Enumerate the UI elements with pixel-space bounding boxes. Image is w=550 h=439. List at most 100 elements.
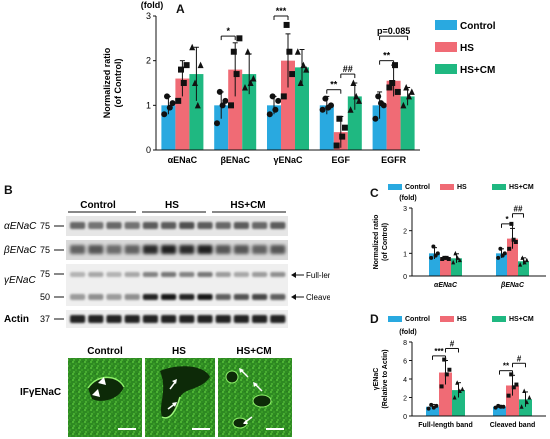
significance-label: * [505, 215, 509, 224]
data-point [192, 79, 198, 86]
data-point [283, 21, 290, 28]
data-point [386, 84, 393, 91]
legend-label: HS+CM [509, 184, 534, 191]
significance-label: ** [330, 80, 338, 90]
x-tick-label: αENaC [168, 155, 198, 165]
blot-group-control: Control [80, 200, 116, 211]
blot-band [142, 222, 158, 229]
bar [295, 67, 309, 150]
y-tick-label: 4 [403, 377, 407, 384]
mw-75-a: 75 [40, 221, 50, 231]
data-point [502, 251, 507, 256]
blot-band [179, 222, 195, 229]
y-tick-label: 6 [403, 359, 407, 366]
data-point [216, 88, 223, 95]
data-point [447, 367, 452, 372]
bar [281, 60, 295, 150]
bar [386, 80, 401, 150]
data-point [350, 79, 357, 86]
data-point [442, 255, 447, 260]
data-point [496, 255, 501, 260]
mw-75-g: 75 [40, 269, 50, 279]
x-tick-label: EGF [332, 155, 351, 165]
data-point [408, 88, 415, 95]
significance-label: ## [343, 64, 353, 74]
blot-label-genac: γENaC [4, 275, 36, 286]
data-point [435, 251, 440, 256]
bar [242, 74, 257, 150]
bands-genac-cleaved [70, 294, 286, 300]
data-point [339, 133, 346, 140]
data-point [272, 106, 279, 113]
y-axis-label: (of Control) [113, 59, 123, 108]
y-tick-label: 0 [146, 145, 151, 155]
blot-band [179, 294, 195, 300]
data-point [356, 97, 362, 104]
data-point [444, 372, 449, 377]
y-tick-label: 1 [403, 251, 407, 258]
blot-label-actin: Actin [4, 314, 29, 325]
x-tick-label: Full-length band [418, 422, 472, 429]
data-point [426, 406, 431, 411]
blot-band [270, 222, 286, 229]
data-point [286, 48, 293, 55]
bar [440, 258, 451, 276]
blot-band [179, 272, 195, 277]
data-point [244, 48, 251, 55]
blot-band [88, 294, 104, 300]
data-point [175, 97, 182, 104]
blot-strip-aenac [66, 216, 288, 236]
x-tick-label: βENaC [220, 155, 250, 165]
data-point [498, 246, 503, 251]
data-point [514, 382, 519, 387]
data-point [319, 106, 326, 113]
chart-d-figure: *** # ** # γENaC (Relative to Actin) (fold) 0 2 4… [373, 316, 546, 429]
legend-label: HS+CM [509, 316, 534, 323]
data-point [455, 380, 460, 385]
data-point [375, 93, 382, 100]
blot-band [88, 315, 104, 323]
blot-strip-actin [66, 310, 288, 328]
x-tick-label: αENaC [434, 282, 458, 289]
significance-label: *** [276, 6, 287, 16]
data-point [457, 388, 462, 394]
y-tick-label: 2 [403, 396, 407, 403]
significance-label: *** [434, 347, 444, 356]
blot-band [70, 294, 86, 300]
bar [439, 372, 452, 416]
bar [451, 258, 462, 276]
significance-label: # [450, 339, 455, 348]
blot-label-benac: βENaC [3, 245, 37, 256]
y-tick-label: 1 [146, 100, 151, 110]
legend-label: HS [457, 316, 467, 323]
blot-band [161, 294, 177, 300]
blot-band [197, 315, 213, 323]
data-point [189, 43, 196, 51]
if-image-control [68, 358, 142, 437]
x-tick-label: γENaC [273, 155, 303, 165]
bands-genac-full [70, 272, 286, 277]
blot-band [124, 245, 140, 254]
data-point [429, 402, 434, 407]
data-point [280, 93, 287, 100]
y-tick-label: 8 [403, 340, 407, 347]
blot-band [142, 315, 158, 323]
mw-75-b: 75 [40, 245, 50, 255]
data-point [522, 388, 527, 394]
data-point [527, 395, 532, 400]
x-tick-label: βENaC [500, 282, 525, 289]
blot-band [233, 245, 249, 254]
blot-band [161, 272, 177, 277]
y-axis-label: (of Control) [382, 223, 389, 261]
mw-50-g: 50 [40, 292, 50, 302]
blot-band [124, 272, 140, 277]
bar [214, 105, 229, 150]
chart-c-figure: * ## Normalized ratio (of Control) (fold) 0 1 2… [373, 184, 546, 289]
bar [426, 406, 439, 416]
legend-swatch [388, 316, 402, 322]
significance-label: ** [503, 362, 510, 371]
data-point [431, 244, 436, 249]
x-tick-label: Cleaved band [490, 422, 536, 429]
blot-band [197, 222, 213, 229]
data-point [333, 142, 340, 149]
